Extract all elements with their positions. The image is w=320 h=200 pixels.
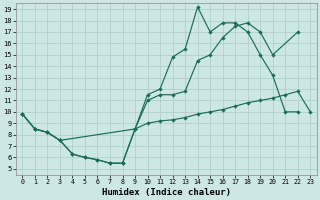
X-axis label: Humidex (Indice chaleur): Humidex (Indice chaleur) bbox=[102, 188, 231, 197]
